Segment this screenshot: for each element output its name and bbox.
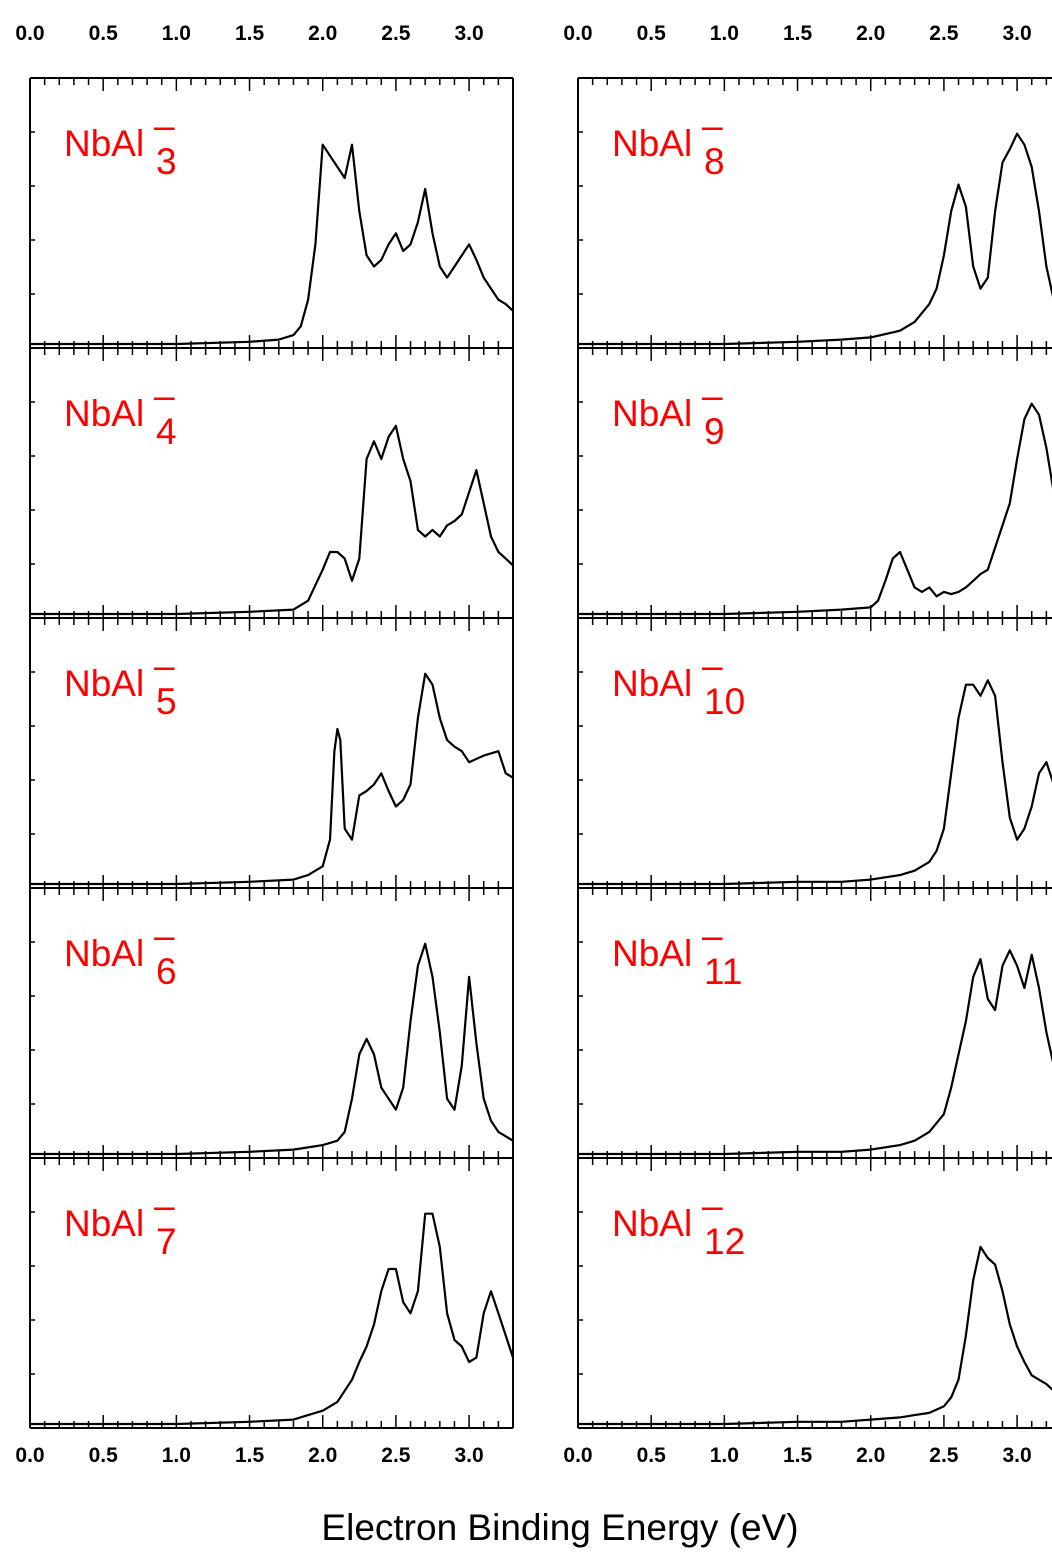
panel-label-5: NbAl	[64, 663, 144, 704]
x-tick-label-top: 0.5	[637, 22, 667, 45]
panel-label-subscript: 8	[704, 141, 725, 182]
panel-label-superscript: –	[154, 1185, 175, 1226]
x-tick-label-bottom: 1.0	[710, 1444, 739, 1467]
panel-label-subscript: 12	[704, 1221, 745, 1262]
spectrum-line-12	[578, 1245, 1052, 1426]
x-tick-label-bottom: 3.0	[1002, 1444, 1031, 1467]
spectrum-line-7	[30, 1212, 515, 1426]
spectrum-line-9	[578, 402, 1052, 616]
x-tick-label-top: 0.0	[563, 22, 592, 45]
panel-label-12: NbAl	[612, 1203, 692, 1244]
panel-label-7: NbAl	[64, 1203, 144, 1244]
spectrum-line-8	[578, 132, 1052, 346]
panel-label-superscript: –	[154, 645, 175, 686]
panel-label-subscript: 10	[704, 681, 745, 722]
panel-label-9: NbAl	[612, 393, 692, 434]
x-tick-label-top: 0.0	[15, 22, 44, 45]
x-tick-label-top: 0.5	[89, 22, 119, 45]
x-tick-label-top: 3.0	[1002, 22, 1031, 45]
x-tick-label-bottom: 2.5	[929, 1444, 959, 1467]
x-tick-label-bottom: 2.0	[308, 1444, 337, 1467]
spectrum-line-6	[30, 942, 514, 1156]
x-tick-label-bottom: 1.5	[783, 1444, 813, 1467]
x-tick-label-top: 1.0	[162, 22, 191, 45]
x-tick-label-top: 1.5	[235, 22, 265, 45]
panel-label-6: NbAl	[64, 933, 144, 974]
panel-label-8: NbAl	[612, 123, 692, 164]
x-tick-label-bottom: 3.0	[454, 1444, 483, 1467]
x-tick-label-bottom: 1.5	[235, 1444, 265, 1467]
spectrum-line-3	[30, 143, 514, 346]
x-tick-label-bottom: 0.0	[15, 1444, 44, 1467]
spectrum-line-10	[578, 679, 1052, 886]
panel-label-superscript: –	[702, 645, 723, 686]
panel-label-3: NbAl	[64, 123, 144, 164]
panel-label-superscript: –	[702, 375, 723, 416]
panel-label-subscript: 6	[156, 951, 177, 992]
x-tick-label-top: 2.0	[856, 22, 885, 45]
x-tick-label-bottom: 2.0	[856, 1444, 885, 1467]
panel-label-subscript: 5	[156, 681, 177, 722]
x-tick-label-top: 2.5	[929, 22, 959, 45]
x-tick-label-bottom: 2.5	[381, 1444, 411, 1467]
x-tick-label-top: 2.5	[381, 22, 411, 45]
x-tick-label-top: 3.0	[454, 22, 483, 45]
x-tick-label-top: 2.0	[308, 22, 337, 45]
x-tick-label-top: 1.5	[783, 22, 813, 45]
panel-label-superscript: –	[154, 375, 175, 416]
x-axis-title: Electron Binding Energy (eV)	[321, 1507, 798, 1548]
x-tick-label-bottom: 1.0	[162, 1444, 191, 1467]
panel-label-superscript: –	[702, 105, 723, 146]
spectrum-line-4	[30, 424, 514, 616]
panel-label-11: NbAl	[612, 933, 692, 974]
spectrum-line-11	[578, 949, 1052, 1156]
panel-label-subscript: 4	[156, 411, 177, 452]
x-tick-label-bottom: 0.5	[637, 1444, 667, 1467]
panel-label-superscript: –	[702, 915, 723, 956]
panel-label-superscript: –	[154, 915, 175, 956]
x-tick-label-bottom: 0.0	[563, 1444, 592, 1467]
spectrum-line-5	[30, 672, 514, 886]
panel-label-subscript: 3	[156, 141, 177, 182]
panel-label-subscript: 11	[704, 951, 742, 992]
panel-label-superscript: –	[702, 1185, 723, 1226]
panel-label-superscript: –	[154, 105, 175, 146]
panel-label-10: NbAl	[612, 663, 692, 704]
x-tick-label-top: 1.0	[710, 22, 739, 45]
x-tick-label-bottom: 0.5	[89, 1444, 119, 1467]
panel-label-4: NbAl	[64, 393, 144, 434]
panel-label-subscript: 9	[704, 411, 725, 452]
panel-label-subscript: 7	[156, 1221, 177, 1262]
